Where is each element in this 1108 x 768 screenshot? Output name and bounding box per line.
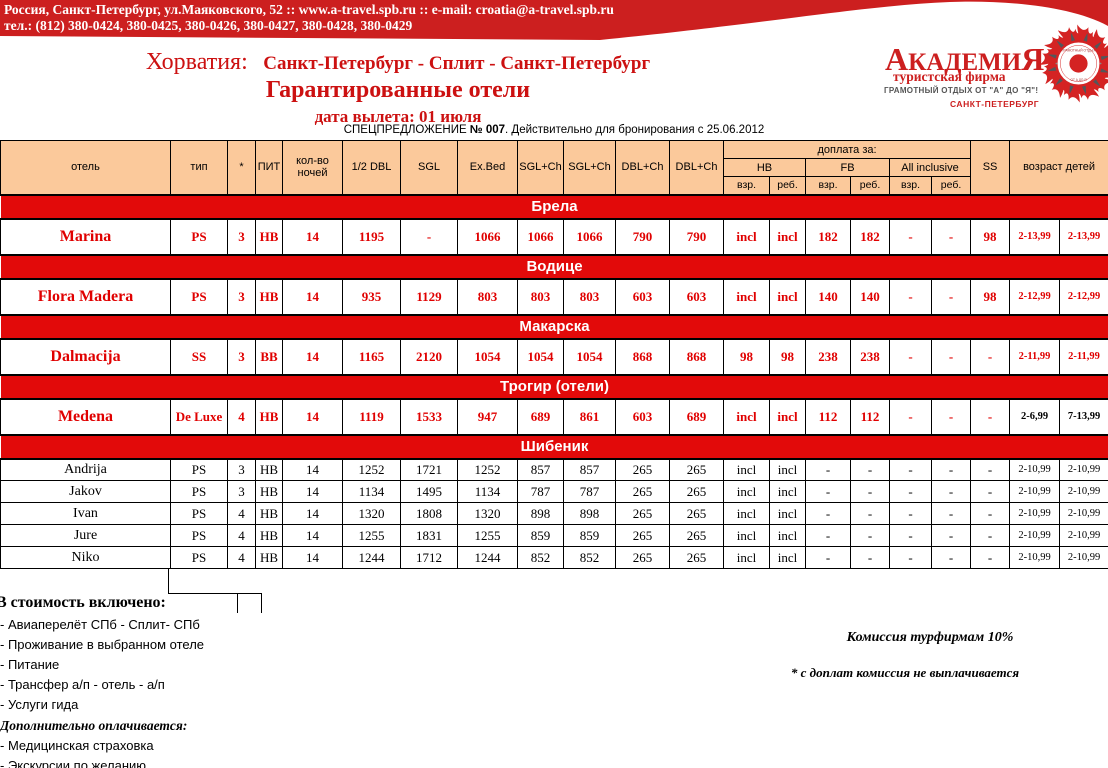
svg-text:ГРАМОТНЫЙ ОТДЫХ: ГРАМОТНЫЙ ОТДЫХ bbox=[1062, 49, 1097, 53]
svg-text:ОТ А ДО Я: ОТ А ДО Я bbox=[1071, 78, 1088, 82]
